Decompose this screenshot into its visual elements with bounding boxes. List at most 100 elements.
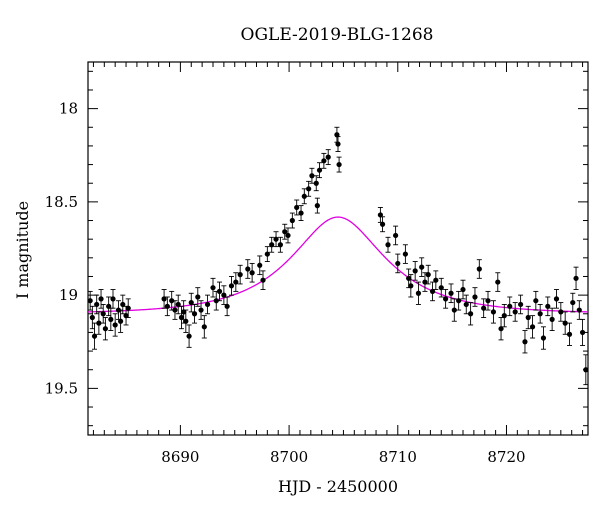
data-point	[415, 281, 422, 305]
x-tick-label: 8710	[379, 448, 417, 466]
data-point	[529, 315, 536, 339]
point-marker	[108, 316, 114, 322]
point-marker	[406, 275, 412, 281]
point-marker	[570, 299, 576, 306]
data-point	[408, 274, 414, 298]
data-point	[438, 277, 444, 298]
point-marker	[186, 333, 192, 339]
data-point	[419, 257, 425, 277]
data-point	[566, 322, 573, 346]
data-point	[210, 277, 216, 298]
point-marker	[325, 154, 331, 160]
data-point	[125, 298, 131, 318]
point-marker	[309, 173, 315, 179]
data-point	[485, 290, 491, 311]
point-marker	[335, 141, 341, 147]
point-marker	[175, 301, 181, 308]
data-point	[201, 315, 207, 339]
point-marker	[498, 326, 504, 332]
data-point	[448, 283, 454, 304]
point-marker	[476, 266, 482, 272]
data-point	[213, 290, 219, 311]
data-point	[545, 296, 551, 317]
data-point	[198, 300, 204, 320]
data-point	[562, 311, 568, 335]
point-marker	[294, 204, 300, 211]
point-marker	[334, 132, 340, 138]
data-point	[463, 294, 469, 315]
data-point	[495, 272, 501, 292]
data-point	[335, 136, 341, 152]
point-marker	[269, 242, 275, 248]
point-marker	[540, 335, 547, 341]
point-marker	[181, 309, 187, 315]
point-marker	[456, 298, 462, 304]
plot-frame	[87, 61, 589, 436]
data-point	[481, 298, 487, 318]
point-marker	[377, 212, 383, 218]
y-tick-label: 18	[59, 100, 78, 118]
data-point	[245, 259, 251, 279]
data-point	[537, 304, 543, 324]
point-marker	[425, 272, 431, 278]
point-marker	[188, 299, 194, 306]
point-marker	[298, 210, 304, 216]
point-marker	[415, 290, 422, 296]
data-point	[186, 324, 192, 348]
data-point	[195, 287, 201, 307]
data-point	[110, 289, 116, 309]
data-point	[100, 304, 106, 324]
data-point	[336, 156, 342, 173]
data-point	[402, 244, 408, 264]
tick-labels-layer: 8690 8700 8710 8720 18 18.5 19 19.5	[45, 100, 526, 466]
point-marker	[553, 296, 560, 302]
point-marker	[522, 339, 528, 345]
point-marker	[460, 286, 466, 293]
point-marker	[485, 298, 491, 304]
data-point	[306, 180, 312, 197]
data-point	[216, 281, 223, 302]
point-marker	[273, 236, 279, 242]
data-point	[395, 253, 401, 274]
data-point	[102, 317, 108, 341]
data-point	[553, 289, 560, 309]
data-point	[298, 205, 304, 221]
point-marker	[533, 298, 539, 304]
point-marker	[525, 314, 531, 321]
data-point	[316, 162, 323, 179]
point-marker	[512, 309, 518, 315]
point-marker	[100, 311, 106, 317]
data-point	[573, 266, 579, 290]
point-marker	[314, 203, 320, 209]
data-point	[273, 231, 279, 248]
x-axis-label: HJD - 2450000	[278, 477, 398, 496]
data-point	[118, 309, 124, 333]
chart-title: OGLE-2019-BLG-1268	[241, 25, 434, 45]
point-marker	[96, 320, 102, 326]
point-marker	[402, 251, 408, 257]
point-marker	[573, 275, 579, 281]
point-marker	[98, 296, 104, 302]
data-point	[94, 294, 100, 315]
point-marker	[537, 311, 543, 317]
point-marker	[562, 320, 568, 326]
point-marker	[118, 318, 124, 324]
point-marker	[264, 251, 270, 257]
point-marker	[216, 288, 223, 294]
data-point	[224, 296, 230, 317]
point-marker	[393, 232, 399, 239]
point-marker	[429, 288, 436, 294]
point-marker	[228, 283, 235, 289]
point-marker	[385, 242, 391, 248]
data-point	[191, 304, 198, 324]
point-marker	[224, 303, 230, 309]
point-marker	[91, 333, 98, 339]
point-marker	[490, 309, 497, 315]
point-marker	[529, 324, 536, 330]
point-marker	[576, 307, 582, 313]
point-marker	[468, 311, 474, 317]
point-marker	[260, 277, 266, 283]
point-marker	[277, 242, 283, 248]
data-point	[540, 326, 547, 350]
data-point	[334, 126, 340, 143]
